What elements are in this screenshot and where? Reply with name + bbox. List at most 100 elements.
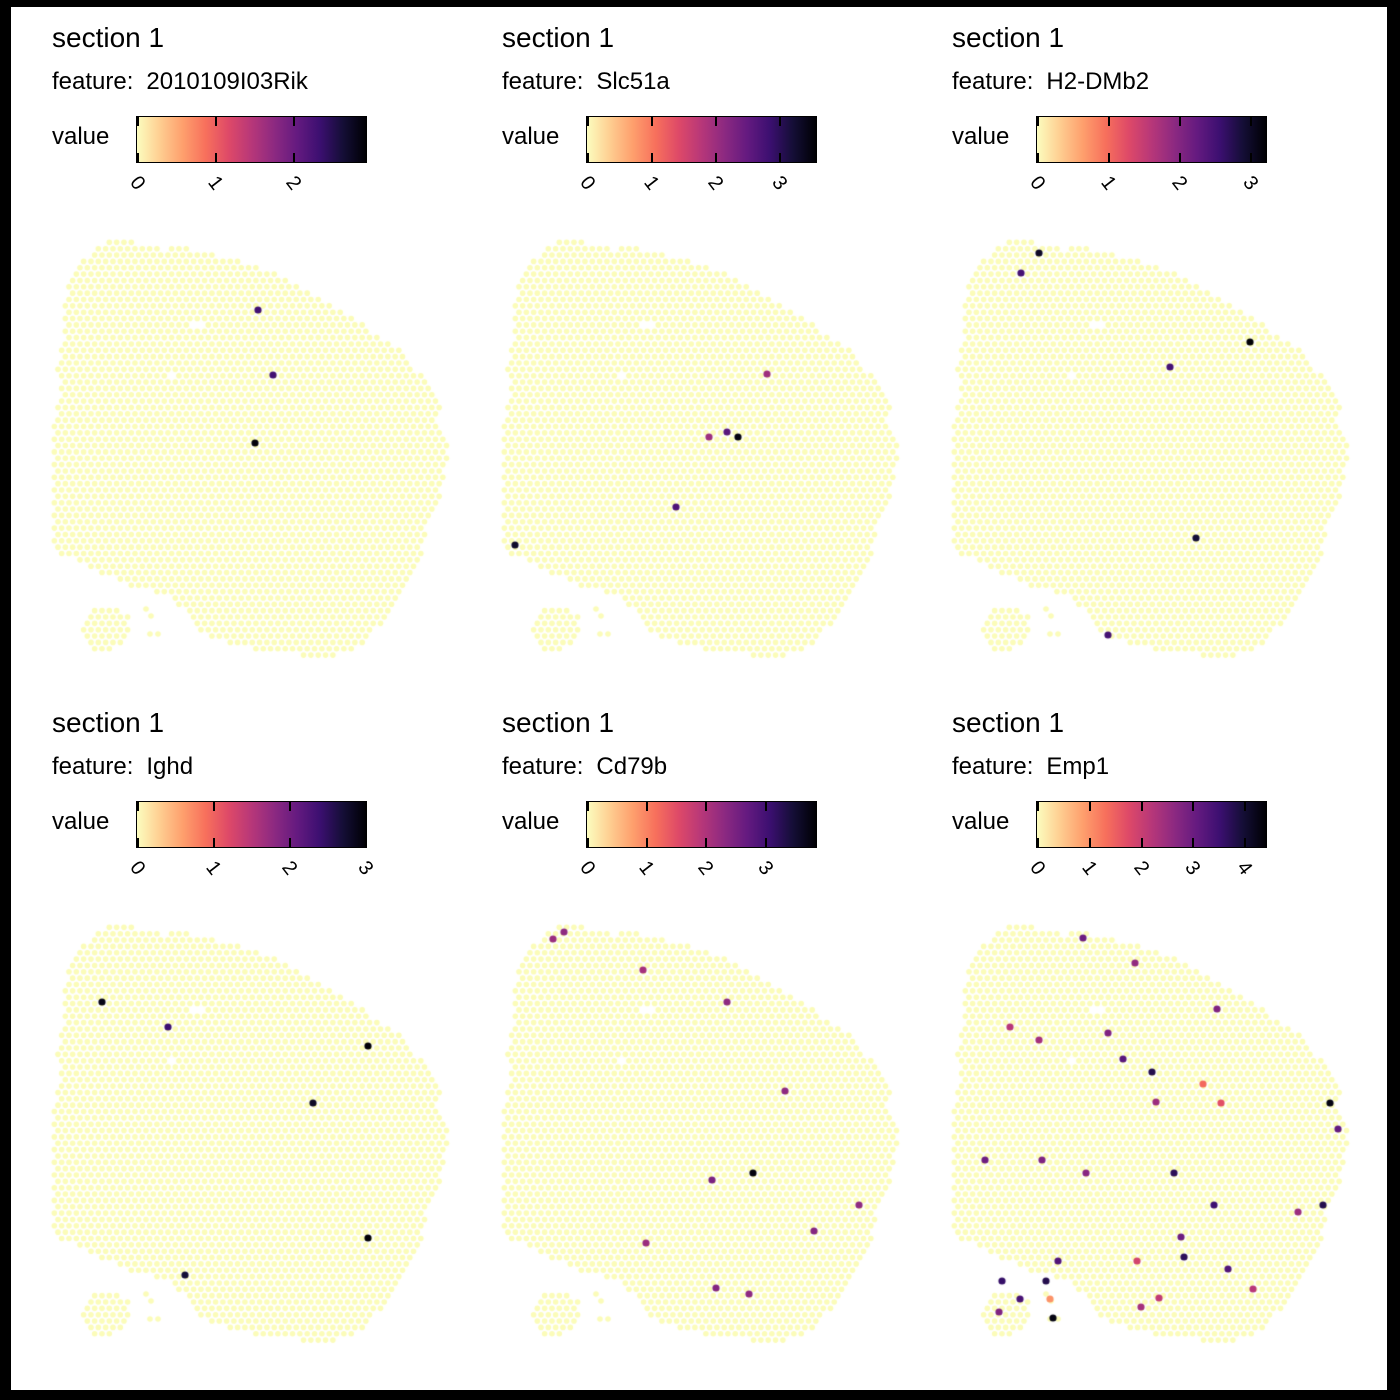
tissue-plot-canvas	[945, 915, 1360, 1370]
colorbar-tick	[292, 117, 295, 126]
colorbar-tick	[778, 117, 781, 126]
feature-label: feature:	[52, 753, 134, 780]
colorbar-tick-label: 3	[1180, 857, 1205, 880]
colorbar-tick	[646, 838, 649, 847]
colorbar-tick-label: 0	[575, 857, 600, 880]
colorbar-tick	[705, 802, 708, 811]
colorbar: 0 1 2 3	[575, 116, 817, 194]
colorbar-tick-label: 1	[203, 172, 228, 195]
colorbar-tick	[1179, 153, 1182, 162]
colorbar-tick	[1037, 117, 1039, 126]
value-label: value	[52, 123, 110, 150]
value-label: value	[502, 808, 560, 835]
colorbar-tick	[1108, 117, 1111, 126]
colorbar-gradient	[137, 802, 366, 847]
colorbar-tick	[289, 802, 292, 811]
colorbar-gradient	[1037, 802, 1266, 847]
colorbar-tick-label: 2	[703, 172, 728, 195]
colorbar-tick	[646, 802, 649, 811]
colorbar-tick	[1140, 838, 1143, 847]
colorbar: 0 1 2 3 4	[1025, 801, 1267, 879]
value-label: value	[952, 123, 1010, 150]
colorbar-gradient	[587, 117, 816, 162]
colorbar-tick	[650, 153, 653, 162]
colorbar-tick	[213, 838, 216, 847]
tissue-plot-canvas	[945, 230, 1360, 685]
colorbar-tick-label: 0	[125, 172, 150, 195]
tissue-plot-canvas	[495, 230, 910, 685]
colorbar-gradient	[1037, 117, 1266, 162]
colorbar-tick	[213, 802, 216, 811]
feature-name: Cd79b	[596, 753, 668, 780]
colorbar-tick	[1037, 838, 1039, 847]
colorbar-tick-label: 1	[1096, 172, 1121, 195]
colorbar-tick	[137, 117, 139, 126]
colorbar-tick	[137, 838, 139, 847]
colorbar-tick	[292, 153, 295, 162]
panel-Ighd: section 1 feature: Ighd value 0 1 2 3	[45, 707, 460, 1372]
feature-label: feature:	[952, 68, 1034, 95]
colorbar-tick	[778, 153, 781, 162]
colorbar-tick	[1088, 802, 1091, 811]
colorbar-tick-label: 2	[277, 857, 302, 880]
colorbar-tick-label: 1	[1077, 857, 1102, 880]
colorbar: 0 1 2	[125, 116, 367, 194]
colorbar-tick	[1108, 153, 1111, 162]
feature-line: feature: 2010109I03Rik	[52, 68, 308, 96]
colorbar: 0 1 2 3	[125, 801, 378, 879]
colorbar-gradient	[587, 802, 816, 847]
colorbar-tick	[214, 153, 217, 162]
value-label: value	[952, 808, 1010, 835]
colorbar-tick	[1250, 117, 1253, 126]
section-title: section 1	[952, 22, 1065, 53]
colorbar-tick-label: 2	[693, 857, 718, 880]
colorbar-tick-label: 2	[281, 172, 306, 195]
colorbar-tick	[1192, 802, 1195, 811]
feature-label: feature:	[952, 753, 1034, 780]
panel-Cd79b: section 1 feature: Cd79b value 0 1 2 3	[495, 707, 910, 1372]
feature-name: Slc51a	[596, 68, 670, 95]
feature-label: feature:	[502, 68, 584, 95]
section-title: section 1	[52, 707, 165, 738]
colorbar-tick-label: 0	[1025, 857, 1050, 880]
colorbar: 0 1 2 3	[575, 801, 817, 879]
colorbar-tick	[587, 153, 589, 162]
colorbar-tick-label: 3	[752, 857, 778, 880]
colorbar-tick-label: 3	[767, 172, 792, 195]
value-label: value	[52, 808, 110, 835]
colorbar-tick-label: 0	[1025, 172, 1050, 195]
feature-name: Ighd	[146, 753, 194, 780]
colorbar-tick	[587, 117, 589, 126]
feature-label: feature:	[502, 753, 584, 780]
feature-line: feature: Slc51a	[502, 68, 670, 96]
colorbar-tick-label: 2	[1128, 857, 1154, 880]
colorbar-tick	[764, 838, 767, 847]
tissue-plot-canvas	[495, 915, 910, 1370]
colorbar-tick	[764, 802, 767, 811]
colorbar-tick	[1244, 838, 1247, 847]
colorbar-tick	[1192, 838, 1195, 847]
section-title: section 1	[52, 22, 165, 53]
colorbar-tick	[1179, 117, 1182, 126]
colorbar-tick	[365, 802, 368, 811]
colorbar-tick-label: 1	[634, 857, 659, 880]
colorbar-tick	[1088, 838, 1091, 847]
colorbar-tick-label: 0	[125, 857, 150, 880]
colorbar-tick	[137, 802, 139, 811]
colorbar-tick-label: 4	[1232, 857, 1257, 880]
frame-right-bar	[1387, 0, 1400, 1400]
feature-line: feature: H2-DMb2	[952, 68, 1149, 96]
panel-Slc51a: section 1 feature: Slc51a value 0 1 2 3	[495, 22, 910, 687]
colorbar-tick	[214, 117, 217, 126]
colorbar: 0 1 2 3	[1025, 116, 1267, 194]
colorbar-tick	[1037, 802, 1039, 811]
feature-line: feature: Ighd	[52, 753, 193, 781]
section-title: section 1	[502, 707, 615, 738]
frame-top-bar	[0, 0, 1400, 7]
colorbar-tick	[650, 117, 653, 126]
colorbar-tick	[1037, 153, 1039, 162]
feature-line: feature: Emp1	[952, 753, 1109, 781]
panel-Emp1: section 1 feature: Emp1 value 0 1 2 3 4	[945, 707, 1360, 1372]
panel-H2-DMb2: section 1 feature: H2-DMb2 value 0 1 2 3	[945, 22, 1360, 687]
colorbar-tick	[289, 838, 292, 847]
